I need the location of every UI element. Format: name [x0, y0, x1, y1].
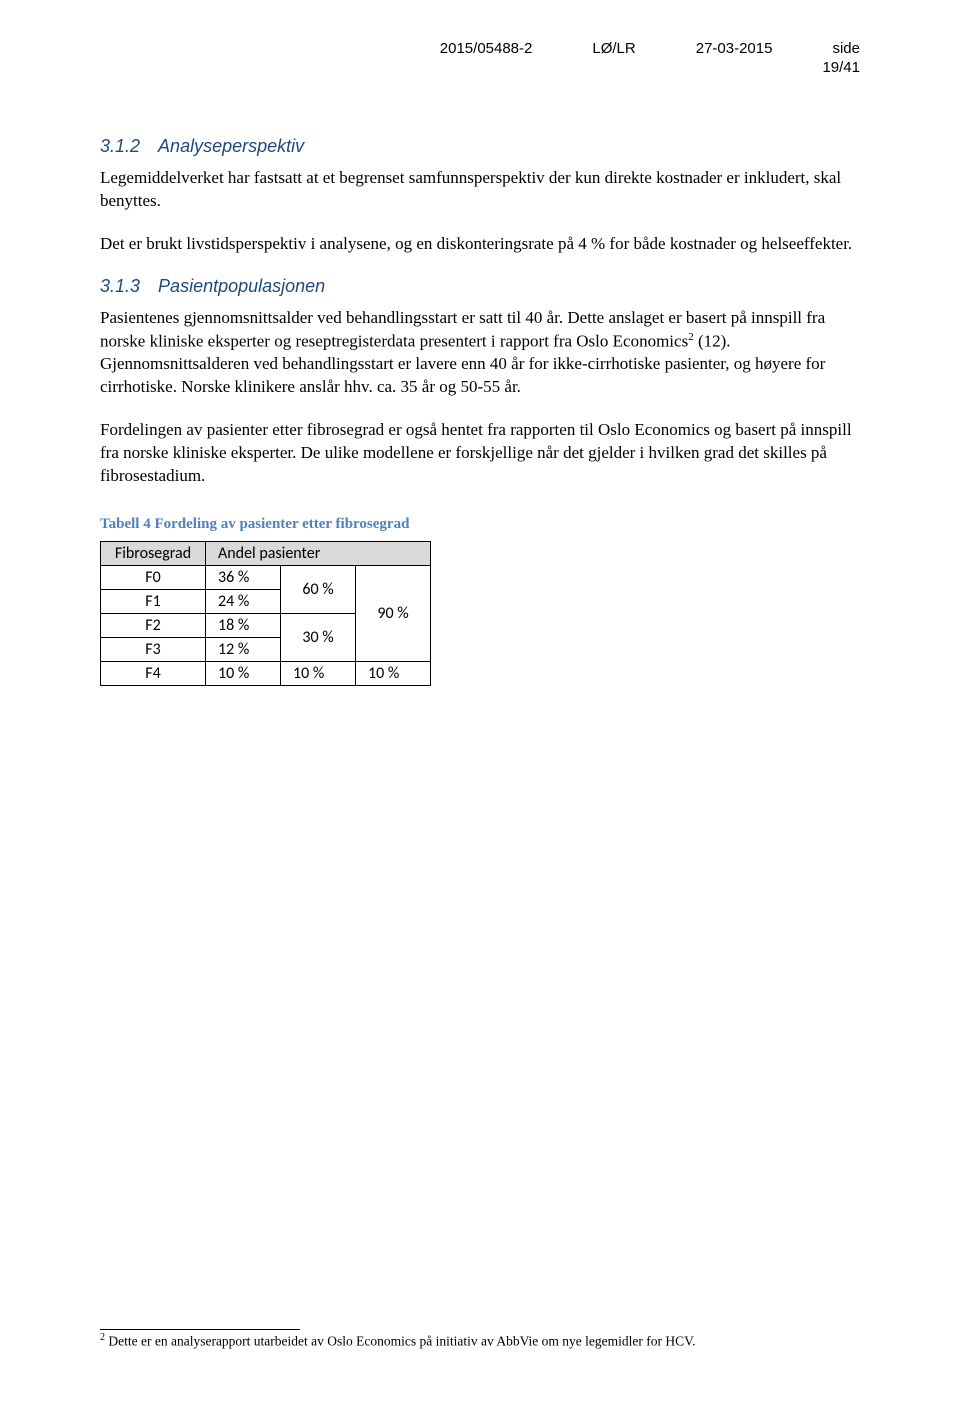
- table-row: F0 36 % 60 % 90 %: [101, 566, 431, 590]
- cell-f4-group-d: 10 %: [281, 662, 356, 686]
- table-4-fibrosegrad: Fibrosegrad Andel pasienter F0 36 % 60 %…: [100, 541, 431, 686]
- section-313-heading: 3.1.3 Pasientpopulasjonen: [100, 276, 860, 297]
- footnote-rule: [100, 1329, 300, 1330]
- cell-f3-label: F3: [101, 638, 206, 662]
- section-312-number: 3.1.2: [100, 136, 140, 156]
- page-number-value: 19/41: [822, 59, 860, 76]
- cell-f4-group-e: 10 %: [356, 662, 431, 686]
- page-header: 2015/05488-2 LØ/LR 27-03-2015 side: [100, 40, 860, 57]
- cell-f1-label: F1: [101, 590, 206, 614]
- header-side-label: side: [832, 40, 860, 57]
- header-ref: 2015/05488-2: [440, 40, 533, 57]
- cell-group-90: 90 %: [356, 566, 431, 662]
- section-313-title: Pasientpopulasjonen: [158, 276, 325, 296]
- section-312-heading: 3.1.2 Analyseperspektiv: [100, 136, 860, 157]
- table-row: F4 10 % 10 % 10 %: [101, 662, 431, 686]
- footnote-2: 2 Dette er en analyserapport utarbeidet …: [100, 1332, 860, 1350]
- cell-f4-value: 10 %: [206, 662, 281, 686]
- table-header-row: Fibrosegrad Andel pasienter: [101, 542, 431, 566]
- cell-f3-value: 12 %: [206, 638, 281, 662]
- section-313-paragraph-2: Fordelingen av pasienter etter fibrosegr…: [100, 419, 860, 488]
- cell-group-30: 30 %: [281, 614, 356, 662]
- cell-f0-value: 36 %: [206, 566, 281, 590]
- section-313-number: 3.1.3: [100, 276, 140, 296]
- footnote-text: Dette er en analyserapport utarbeidet av…: [105, 1333, 696, 1348]
- table-header-andel: Andel pasienter: [206, 542, 431, 566]
- section-313-paragraph-1: Pasientenes gjennomsnittsalder ved behan…: [100, 307, 860, 399]
- cell-f1-value: 24 %: [206, 590, 281, 614]
- header-date: 27-03-2015: [696, 40, 773, 57]
- footnote-area: 2 Dette er en analyserapport utarbeidet …: [100, 1329, 860, 1350]
- page-number: 19/41: [100, 59, 860, 76]
- table-4-caption: Tabell 4 Fordeling av pasienter etter fi…: [100, 516, 860, 533]
- cell-f0-label: F0: [101, 566, 206, 590]
- cell-f4-label: F4: [101, 662, 206, 686]
- section-312-paragraph-2: Det er brukt livstidsperspektiv i analys…: [100, 233, 860, 256]
- section-312-title: Analyseperspektiv: [158, 136, 304, 156]
- cell-f2-label: F2: [101, 614, 206, 638]
- header-code: LØ/LR: [592, 40, 635, 57]
- table-header-fibrosegrad: Fibrosegrad: [101, 542, 206, 566]
- cell-group-60: 60 %: [281, 566, 356, 614]
- section-312-paragraph-1: Legemiddelverket har fastsatt at et begr…: [100, 167, 860, 213]
- cell-f2-value: 18 %: [206, 614, 281, 638]
